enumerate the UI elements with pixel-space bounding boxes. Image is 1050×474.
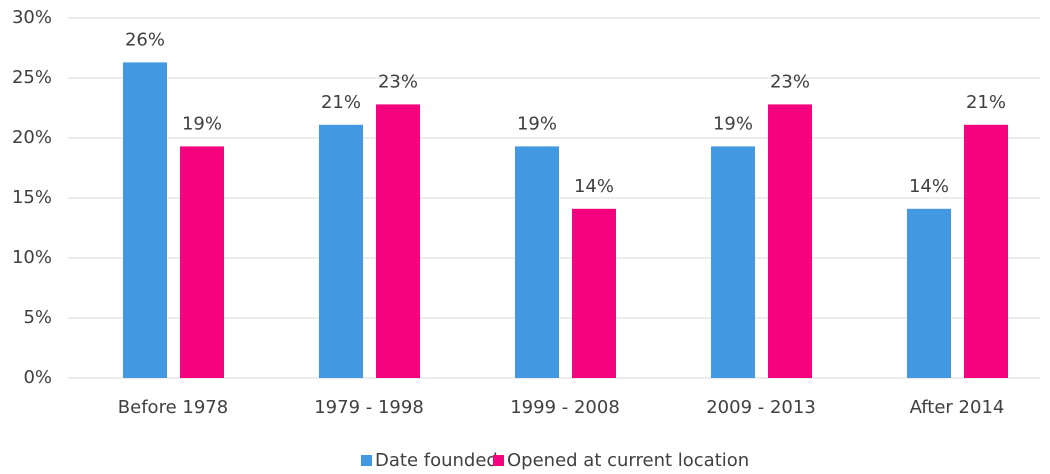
y-tick-label: 0% bbox=[23, 367, 52, 388]
bar bbox=[180, 146, 224, 378]
value-label: 23% bbox=[770, 71, 810, 92]
x-tick-label: 2009 - 2013 bbox=[706, 397, 816, 418]
x-tick-label: 1999 - 2008 bbox=[510, 397, 620, 418]
bar bbox=[515, 146, 559, 378]
y-tick-label: 5% bbox=[23, 307, 52, 328]
y-tick-label: 15% bbox=[12, 187, 52, 208]
bar bbox=[711, 146, 755, 378]
legend-label: Opened at current location bbox=[507, 450, 749, 471]
value-label: 21% bbox=[966, 92, 1006, 113]
bar bbox=[907, 208, 951, 378]
y-tick-label: 25% bbox=[12, 67, 52, 88]
value-label: 21% bbox=[321, 92, 361, 113]
x-tick-label: Before 1978 bbox=[118, 397, 228, 418]
y-tick-label: 30% bbox=[12, 7, 52, 28]
value-label: 23% bbox=[378, 71, 418, 92]
bar bbox=[964, 124, 1008, 378]
bar bbox=[376, 104, 420, 379]
bar bbox=[572, 208, 616, 378]
value-label: 14% bbox=[574, 176, 614, 197]
value-label: 19% bbox=[517, 113, 557, 134]
y-tick-label: 10% bbox=[12, 247, 52, 268]
value-label: 14% bbox=[909, 176, 949, 197]
x-tick-label: 1979 - 1998 bbox=[314, 397, 424, 418]
value-label: 19% bbox=[713, 113, 753, 134]
value-label: 19% bbox=[182, 113, 222, 134]
bar bbox=[123, 62, 167, 379]
y-tick-label: 20% bbox=[12, 127, 52, 148]
legend-swatch bbox=[361, 455, 372, 466]
bar bbox=[768, 104, 812, 379]
legend-label: Date founded bbox=[375, 450, 498, 471]
value-label: 26% bbox=[125, 29, 165, 50]
x-tick-label: After 2014 bbox=[910, 397, 1005, 418]
legend-swatch bbox=[493, 455, 504, 466]
bar bbox=[319, 124, 363, 378]
